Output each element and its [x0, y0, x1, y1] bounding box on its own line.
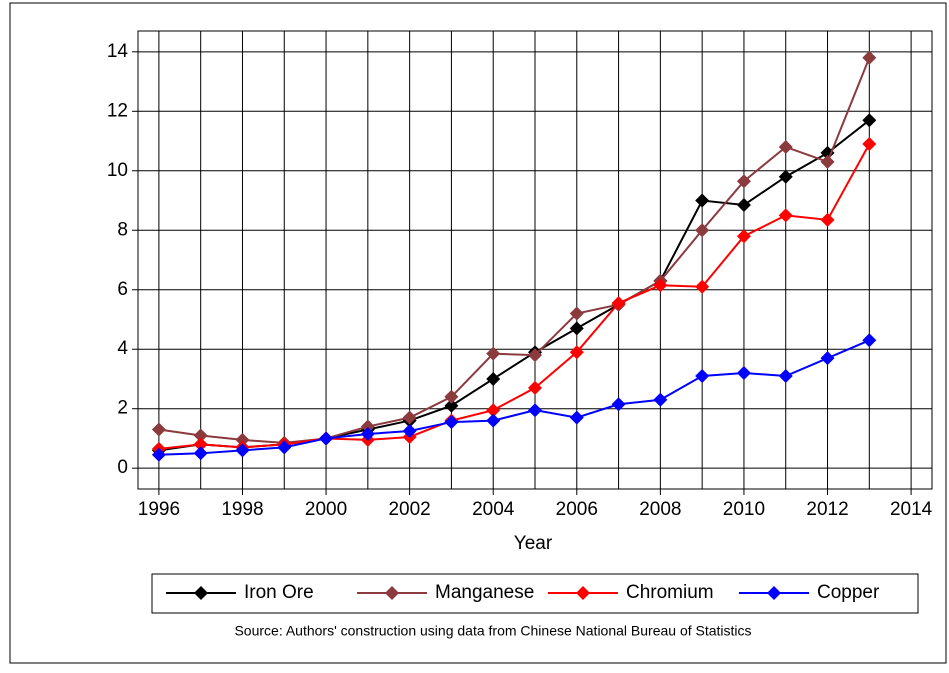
marker: [778, 139, 793, 154]
y-tick-label: 2: [117, 398, 128, 419]
marker: [862, 113, 877, 128]
y-tick-label: 4: [117, 338, 128, 359]
marker: [402, 410, 417, 425]
marker: [569, 321, 584, 336]
marker: [736, 174, 751, 189]
marker: [736, 197, 751, 212]
marker: [653, 392, 668, 407]
legend-label: Iron Ore: [244, 582, 314, 603]
marker: [611, 397, 626, 412]
source-note: Source: Authors' construction using data…: [234, 623, 751, 639]
marker: [569, 345, 584, 360]
marker: [695, 368, 710, 383]
marker: [736, 366, 751, 381]
marker: [444, 389, 459, 404]
marker: [444, 398, 459, 413]
x-tick-label: 1998: [221, 499, 263, 520]
marker: [569, 306, 584, 321]
legend-label: Copper: [817, 582, 880, 603]
legend-label: Chromium: [626, 582, 714, 603]
marker: [778, 169, 793, 184]
marker: [862, 137, 877, 152]
x-tick-label: 2012: [806, 499, 848, 520]
y-tick-label: 6: [117, 279, 128, 300]
x-axis-title: Year: [514, 533, 553, 554]
legend-box: [151, 573, 919, 614]
marker: [862, 333, 877, 348]
legend-marker: [194, 586, 208, 600]
marker: [277, 440, 292, 455]
marker: [611, 296, 626, 311]
marker: [528, 348, 542, 363]
x-tick-label: 2004: [472, 499, 515, 520]
marker: [486, 403, 501, 418]
y-tick-label: 0: [117, 457, 128, 478]
series-line: [158, 57, 871, 444]
marker: [695, 223, 710, 238]
frame: [9, 2, 947, 664]
x-tick-label: 2008: [639, 499, 681, 520]
marker: [653, 278, 668, 293]
marker: [193, 446, 208, 461]
marker: [778, 208, 793, 223]
marker: [151, 447, 166, 462]
marker: [695, 279, 710, 294]
marker: [235, 443, 250, 458]
legend-marker: [767, 586, 781, 600]
legend-marker: [576, 586, 590, 600]
marker: [360, 419, 375, 434]
x-tick-label: 2006: [556, 499, 598, 520]
x-tick-label: 2010: [723, 499, 765, 520]
marker: [193, 428, 208, 443]
marker: [820, 154, 835, 169]
marker: [820, 351, 835, 366]
y-tick-label: 14: [107, 41, 129, 62]
marker: [528, 403, 542, 418]
x-tick-label: 2014: [890, 499, 933, 520]
marker: [736, 229, 751, 244]
x-tick-label: 2000: [305, 499, 347, 520]
marker: [820, 212, 835, 227]
marker: [486, 371, 501, 386]
y-tick-label: 12: [107, 100, 128, 121]
y-tick-label: 10: [107, 160, 128, 181]
x-tick-label: 2002: [388, 499, 430, 520]
marker: [235, 432, 250, 447]
marker: [862, 50, 877, 65]
marker: [360, 426, 375, 441]
marker: [402, 424, 417, 439]
marker: [486, 346, 501, 361]
marker: [444, 415, 459, 430]
series-line: [158, 143, 871, 450]
marker: [695, 193, 710, 208]
marker: [820, 145, 835, 160]
marker: [569, 410, 584, 425]
marker: [151, 422, 166, 437]
series-line: [158, 339, 870, 456]
series-line: [158, 119, 870, 452]
marker: [778, 368, 793, 383]
y-tick-label: 8: [117, 219, 128, 240]
marker: [319, 431, 334, 446]
legend-label: Manganese: [435, 582, 534, 603]
marker: [486, 413, 501, 428]
marker: [193, 437, 208, 452]
legend-marker: [385, 586, 399, 600]
marker: [528, 380, 542, 395]
x-tick-label: 1996: [138, 499, 180, 520]
